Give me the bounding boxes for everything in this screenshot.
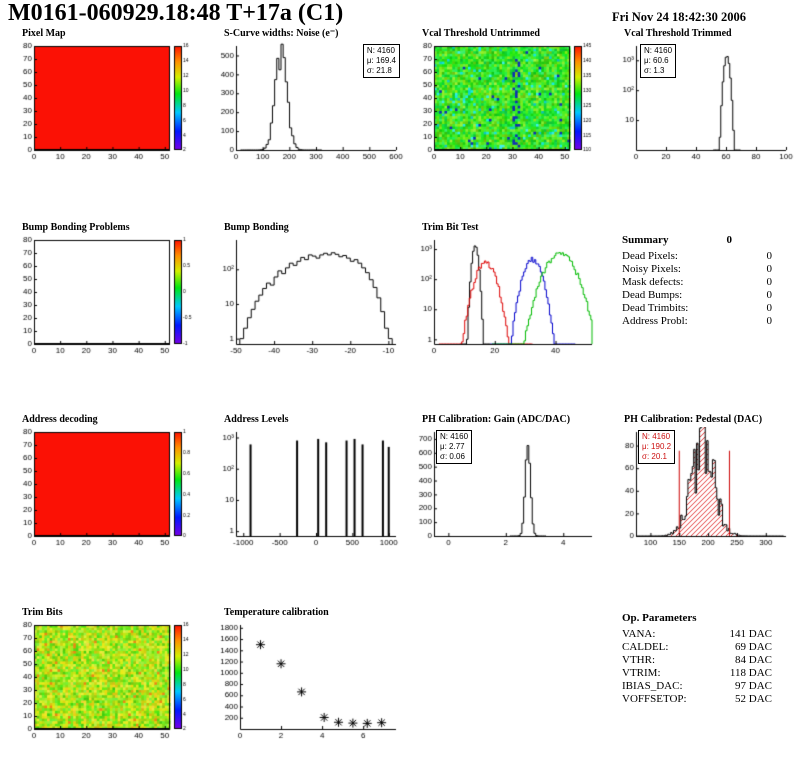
address-levels-panel: Address Levels [210,414,404,549]
chart-title: Vcal Threshold Untrimmed [422,28,540,39]
summary-item-label: Address Probl: [622,315,688,327]
summary-item-label: Mask defects: [622,276,684,288]
summary-item-value: 0 [766,289,773,301]
bump-bonding-plot [210,235,404,357]
chart-title: Vcal Threshold Trimmed [624,28,732,39]
summary-item-value: 0 [766,250,773,262]
summary-title: Summary [622,234,669,246]
chart-title: Trim Bits [22,607,63,618]
op-param-label: VANA: [622,628,656,640]
op-param-label: IBIAS_DAC: [622,680,683,692]
bump-bonding-problems-plot [8,235,200,357]
op-param-label: VTHR: [622,654,655,666]
pixel-map-plot [8,41,200,163]
chart-title: PH Calibration: Gain (ADC/DAC) [422,414,571,425]
stats-mean: μ: 169.4 [366,56,396,65]
chart-title: Bump Bonding Problems [22,222,130,233]
stats-mean: μ: 190.2 [642,442,672,451]
stats-entries: N: 4160 [440,432,469,441]
bump-bonding-panel: Bump Bonding [210,222,404,357]
summary-item-value: 0 [766,302,773,314]
vcal-untrimmed-plot [408,41,600,163]
op-param-value: 141 DAC [729,628,772,640]
summary-item-label: Dead Bumps: [622,289,683,301]
stats-mean: μ: 60.6 [644,56,669,65]
stats-box: N: 4160 μ: 60.6 σ: 1.3 [640,44,677,78]
vcal-trimmed-panel: Vcal Threshold Trimmed N: 4160 μ: 60.6 σ… [610,28,794,163]
summary-item-label: Noisy Pixels: [622,263,681,275]
vcal-trimmed-plot [610,41,794,163]
op-param-label: CALDEL: [622,641,669,653]
op-parameters-title: Op. Parameters [622,612,697,624]
page-title: M0161-060929.18:48 T+17a (C1) [8,0,344,26]
op-param-value: 84 DAC [735,654,772,666]
stats-mean: μ: 2.77 [440,442,465,451]
vcal-untrimmed-panel: Vcal Threshold Untrimmed [408,28,600,163]
ph-gain-panel: PH Calibration: Gain (ADC/DAC) N: 4160 μ… [408,414,600,549]
scurve-noise-panel: S-Curve widths: Noise (e⁻) N: 4160 μ: 16… [210,28,404,163]
op-parameters-panel: Op. Parameters VANA: 141 DAC CALDEL: 69 DA… [622,612,772,706]
chart-title: Address decoding [22,414,98,425]
address-decoding-panel: Address decoding [8,414,200,549]
stats-box: N: 4160 μ: 169.4 σ: 21.8 [362,44,400,78]
address-decoding-plot [8,427,200,549]
chart-title: Bump Bonding [224,222,289,233]
pixel-map-panel: Pixel Map [8,28,200,163]
op-param-label: VOFFSETOP: [622,693,687,705]
summary-item-label: Dead Pixels: [622,250,678,262]
ph-pedestal-panel: PH Calibration: Pedestal (DAC) N: 4160 μ… [610,414,794,549]
stats-sigma: σ: 21.8 [366,66,392,75]
summary-item-label: Dead Trimbits: [622,302,689,314]
temperature-calibration-plot [210,620,404,742]
stats-box: N: 4160 μ: 2.77 σ: 0.06 [436,430,473,464]
op-param-value: 97 DAC [735,680,772,692]
summary-item-value: 0 [766,315,773,327]
temperature-calibration-panel: Temperature calibration [210,607,404,742]
stats-box: N: 4160 μ: 190.2 σ: 20.1 [638,430,676,464]
stats-entries: N: 4160 [642,432,671,441]
op-param-value: 69 DAC [735,641,772,653]
stats-entries: N: 4160 [366,46,395,55]
summary-item-value: 0 [766,276,773,288]
chart-title: PH Calibration: Pedestal (DAC) [624,414,763,425]
chart-title: Pixel Map [22,28,66,39]
address-levels-plot [210,427,404,549]
chart-title: S-Curve widths: Noise (e⁻) [224,28,339,39]
stats-sigma: σ: 1.3 [644,66,665,75]
timestamp: Fri Nov 24 18:42:30 2006 [612,10,747,24]
op-param-label: VTRIM: [622,667,661,679]
summary-panel: Summary 0 Dead Pixels: 0 Noisy Pixels: 0 M… [622,234,772,328]
chart-title: Address Levels [224,414,289,425]
stats-entries: N: 4160 [644,46,673,55]
trim-bit-test-plot [408,235,600,357]
chart-title: Temperature calibration [224,607,329,618]
trim-bits-panel: Trim Bits [8,607,200,742]
stats-sigma: σ: 0.06 [440,452,465,461]
trim-bit-test-panel: Trim Bit Test [408,222,600,357]
bump-bonding-problems-panel: Bump Bonding Problems [8,222,200,357]
stats-sigma: σ: 20.1 [642,452,667,461]
op-param-value: 118 DAC [729,667,772,679]
op-param-value: 52 DAC [735,693,772,705]
summary-item-value: 0 [766,263,773,275]
trim-bits-plot [8,620,200,742]
chart-title: Trim Bit Test [422,222,479,233]
summary-value: 0 [726,234,733,246]
